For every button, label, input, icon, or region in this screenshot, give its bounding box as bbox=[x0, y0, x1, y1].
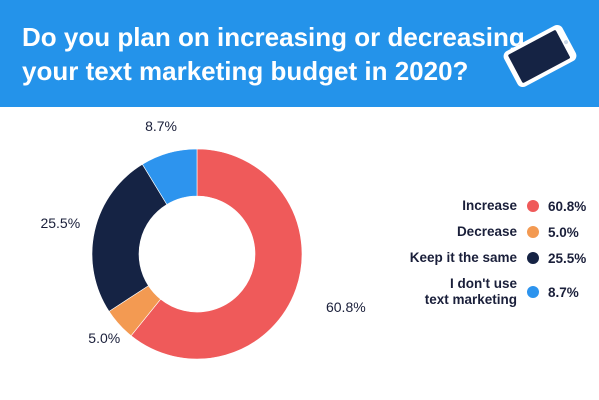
title-line-1: Do you plan on increasing or decreasing bbox=[22, 22, 525, 52]
chart-title: Do you plan on increasing or decreasing … bbox=[22, 20, 525, 88]
slice-label-no-text-marketing: 8.7% bbox=[145, 117, 178, 134]
legend-label: Decrease bbox=[456, 224, 517, 239]
slice-label-increase: 60.8% bbox=[325, 298, 366, 315]
legend-item-decrease: Decrease 5.0% bbox=[380, 224, 590, 240]
legend-label: Increase bbox=[462, 198, 517, 213]
chart-legend: Increase 60.8% Decrease 5.0% Keep it the sam… bbox=[380, 198, 590, 318]
legend-swatch bbox=[527, 200, 539, 212]
title-line-2: your text marketing budget in 2020? bbox=[22, 56, 469, 86]
legend-swatch bbox=[527, 286, 539, 298]
legend-value: 25.5% bbox=[548, 250, 587, 266]
smartphone-icon bbox=[503, 24, 577, 88]
donut-chart bbox=[91, 148, 303, 360]
header-banner: Do you plan on increasing or decreasing … bbox=[0, 0, 599, 107]
slice-no-text-marketing bbox=[142, 148, 198, 205]
legend-item-no-text-marketing: I don't use text marketing 8.7% bbox=[380, 276, 590, 308]
legend-label: I don't use text marketing bbox=[424, 276, 517, 307]
slice-keep-same bbox=[91, 163, 168, 312]
legend-value: 5.0% bbox=[548, 224, 579, 240]
legend-swatch bbox=[527, 226, 539, 238]
legend-value: 8.7% bbox=[548, 284, 579, 300]
slice-label-keep-same: 25.5% bbox=[40, 215, 81, 232]
legend-value: 60.8% bbox=[548, 198, 587, 214]
legend-label: Keep it the same bbox=[409, 250, 517, 265]
legend-swatch bbox=[527, 252, 539, 264]
slice-label-decrease: 5.0% bbox=[88, 329, 121, 346]
slice-increase bbox=[130, 148, 303, 360]
legend-item-keep-same: Keep it the same 25.5% bbox=[380, 250, 590, 266]
legend-item-increase: Increase 60.8% bbox=[380, 198, 590, 214]
